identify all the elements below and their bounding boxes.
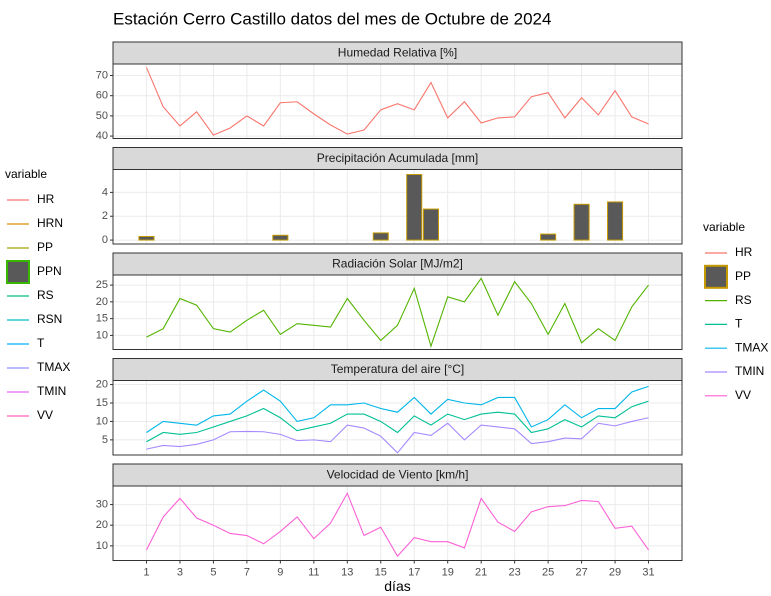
- line: [146, 385, 649, 433]
- x-axis-label: días: [384, 578, 410, 594]
- bar: [372, 232, 389, 241]
- strip-label: Radiación Solar [MJ/m2]: [332, 257, 463, 271]
- legend-label: RS: [735, 293, 752, 307]
- x-tick-label: 15: [375, 566, 387, 578]
- legend-label: TMIN: [735, 364, 764, 378]
- legend-label: PPN: [37, 264, 62, 278]
- legend-title: variable: [703, 220, 745, 234]
- panel-border: [112, 169, 683, 245]
- line: [145, 67, 649, 136]
- y-tick-label: 20: [96, 519, 108, 531]
- legend-label: TMIN: [37, 384, 66, 398]
- panel: [113, 486, 682, 561]
- legend-label: RSN: [37, 312, 62, 326]
- x-tick-label: 5: [210, 566, 216, 578]
- x-tick-label: 13: [341, 566, 353, 578]
- x-tick-label: 31: [642, 566, 654, 578]
- legend-label: VV: [735, 388, 751, 402]
- x-tick-label: 21: [475, 566, 487, 578]
- line: [145, 491, 649, 558]
- strip-label: Precipitación Acumulada [mm]: [317, 151, 478, 165]
- panel: [113, 275, 682, 350]
- y-tick-label: 30: [96, 498, 108, 510]
- bar: [138, 235, 155, 241]
- strip-label: Temperatura del aire [°C]: [331, 362, 465, 376]
- x-tick-label: 25: [542, 566, 554, 578]
- x-tick-label: 23: [509, 566, 521, 578]
- legend-key: [704, 264, 728, 289]
- x-tick-label: 19: [442, 566, 454, 578]
- legend-title: variable: [5, 167, 47, 181]
- y-tick-label: 20: [96, 296, 108, 308]
- x-tick-label: 27: [575, 566, 587, 578]
- y-tick-label: 60: [96, 90, 108, 102]
- y-tick-label: 5: [102, 434, 108, 446]
- y-tick-label: 0: [102, 234, 108, 246]
- legend-label: PP: [37, 240, 53, 254]
- x-tick-label: 9: [277, 566, 283, 578]
- bar: [422, 208, 440, 241]
- y-tick-label: 25: [96, 279, 108, 291]
- panel-border: [112, 274, 683, 350]
- strip-label: Velocidad de Viento [km/h]: [327, 468, 469, 482]
- legend-label: VV: [37, 408, 53, 422]
- x-tick-label: 29: [609, 566, 621, 578]
- y-tick-label: 4: [102, 186, 108, 198]
- legend-key: [6, 260, 30, 284]
- y-tick-label: 10: [96, 540, 108, 552]
- bar: [272, 234, 289, 241]
- line: [146, 277, 649, 348]
- x-tick-label: 3: [177, 566, 183, 578]
- y-tick-label: 2: [102, 210, 108, 222]
- legend-label: HR: [37, 192, 55, 206]
- x-tick-label: 7: [244, 566, 250, 578]
- bar: [406, 174, 423, 241]
- y-tick-label: 40: [96, 130, 108, 142]
- legend-label: TMAX: [735, 340, 768, 354]
- y-tick-label: 50: [96, 110, 108, 122]
- bar: [573, 203, 590, 241]
- legend-label: T: [735, 317, 743, 331]
- panel: [113, 64, 682, 139]
- y-tick-label: 70: [96, 69, 108, 81]
- panel-border: [112, 485, 683, 561]
- legend-label: HR: [735, 245, 753, 259]
- x-tick-label: 1: [143, 566, 149, 578]
- panel-border: [112, 380, 683, 456]
- panel: [113, 169, 682, 244]
- x-tick-label: 17: [408, 566, 420, 578]
- strip-label: Humedad Relativa [%]: [338, 46, 457, 60]
- panel: [113, 380, 682, 455]
- y-tick-label: 20: [96, 378, 108, 390]
- panel-border: [112, 63, 683, 139]
- bar: [607, 201, 624, 241]
- y-tick-label: 15: [96, 313, 108, 325]
- bar: [540, 233, 557, 241]
- y-tick-label: 10: [96, 329, 108, 341]
- y-tick-label: 10: [96, 415, 108, 427]
- legend-label: TMAX: [37, 360, 70, 374]
- legend-label: HRN: [37, 216, 63, 230]
- y-tick-label: 15: [96, 397, 108, 409]
- legend-label: RS: [37, 288, 54, 302]
- legend-label: T: [37, 336, 45, 350]
- x-tick-label: 11: [308, 566, 319, 578]
- legend-label: PP: [735, 269, 751, 283]
- line: [146, 400, 649, 443]
- line: [146, 417, 649, 454]
- chart-title: Estación Cerro Castillo datos del mes de…: [113, 9, 551, 28]
